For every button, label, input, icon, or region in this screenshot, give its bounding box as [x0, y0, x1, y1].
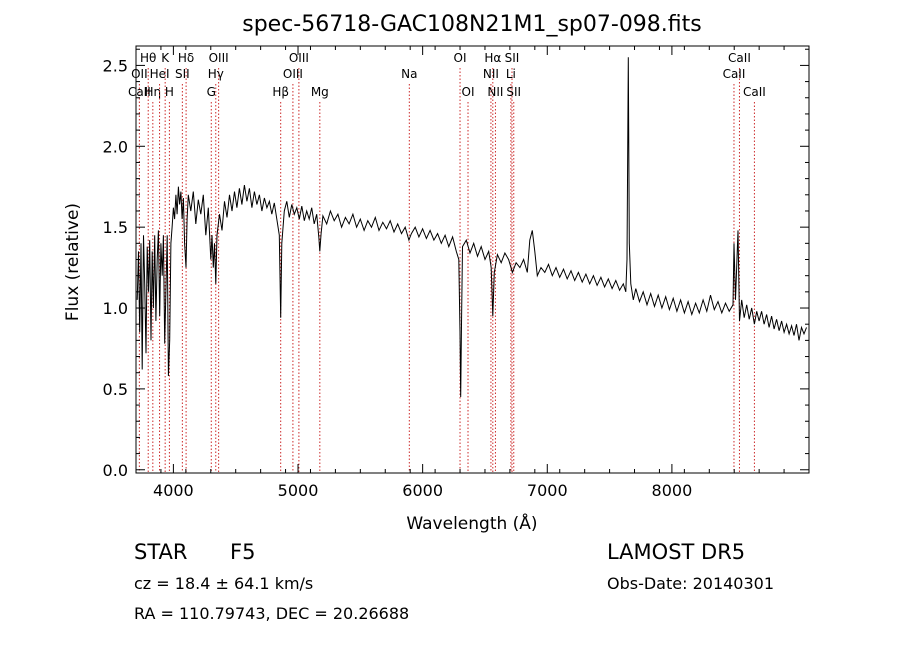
plot-frame: [135, 45, 810, 474]
line-marker-label: CaII: [723, 67, 746, 81]
object-class: STAR: [134, 540, 188, 564]
y-tick-label: 2.5: [103, 56, 128, 75]
line-marker-label: OII: [131, 67, 148, 81]
y-tick-label: 1.0: [103, 299, 128, 318]
line-marker-label: NII: [483, 67, 499, 81]
spectral-subclass: F5: [230, 540, 256, 564]
x-tick-label: 4000: [153, 481, 194, 500]
chart-title: spec-56718-GAC108N21M1_sp07-098.fits: [242, 12, 702, 37]
line-marker-label: OI: [454, 51, 467, 65]
line-marker-label: SII: [175, 67, 190, 81]
line-marker-label: Hη: [145, 85, 162, 99]
survey-name: LAMOST DR5: [607, 540, 746, 564]
line-marker-label: OIII: [289, 51, 309, 65]
y-tick-label: 2.0: [103, 137, 128, 156]
x-axis: 4000 5000 6000 7000 8000: [135, 46, 810, 500]
y-axis: 0.0 0.5 1.0 1.5 2.0 2.5: [103, 48, 809, 480]
line-marker-label: Hθ: [140, 51, 156, 65]
spectrum-line: [136, 57, 807, 398]
line-marker-label: Na: [401, 67, 417, 81]
line-marker-label: CaII: [743, 85, 766, 99]
line-marker-label: Li: [506, 67, 516, 81]
coordinates-readout: RA = 110.79743, DEC = 20.26688: [134, 604, 410, 623]
observation-date: Obs-Date: 20140301: [607, 574, 775, 593]
x-tick-label: 6000: [402, 481, 443, 500]
line-marker-label: K: [161, 51, 170, 65]
line-marker-label: H: [165, 85, 174, 99]
line-marker-label: Hγ: [208, 67, 224, 81]
line-marker-label: Mg: [311, 85, 329, 99]
line-marker-label: Hδ: [178, 51, 194, 65]
redshift-readout: cz = 18.4 ± 64.1 km/s: [134, 574, 314, 593]
line-marker-label: SII: [506, 85, 521, 99]
line-marker-label: G: [207, 85, 216, 99]
line-marker-label: OIII: [283, 67, 303, 81]
line-marker-label: OIII: [209, 51, 229, 65]
y-tick-label: 0.0: [103, 461, 128, 480]
line-marker-label: SII: [505, 51, 520, 65]
line-marker-label: Hβ: [272, 85, 289, 99]
line-marker-label: HeI: [150, 67, 170, 81]
line-marker-label: NII: [487, 85, 503, 99]
line-marker-label: Hα: [484, 51, 501, 65]
x-tick-label: 5000: [278, 481, 319, 500]
x-tick-label: 8000: [652, 481, 693, 500]
x-axis-label: Wavelength (Å): [406, 512, 537, 534]
y-tick-label: 1.5: [103, 218, 128, 237]
y-axis-label: Flux (relative): [63, 203, 83, 321]
x-tick-label: 7000: [527, 481, 568, 500]
line-marker-label: CaII: [728, 51, 751, 65]
y-tick-label: 0.5: [103, 380, 128, 399]
line-marker-label: OI: [462, 85, 475, 99]
line-marker-label: CaII: [128, 85, 151, 99]
